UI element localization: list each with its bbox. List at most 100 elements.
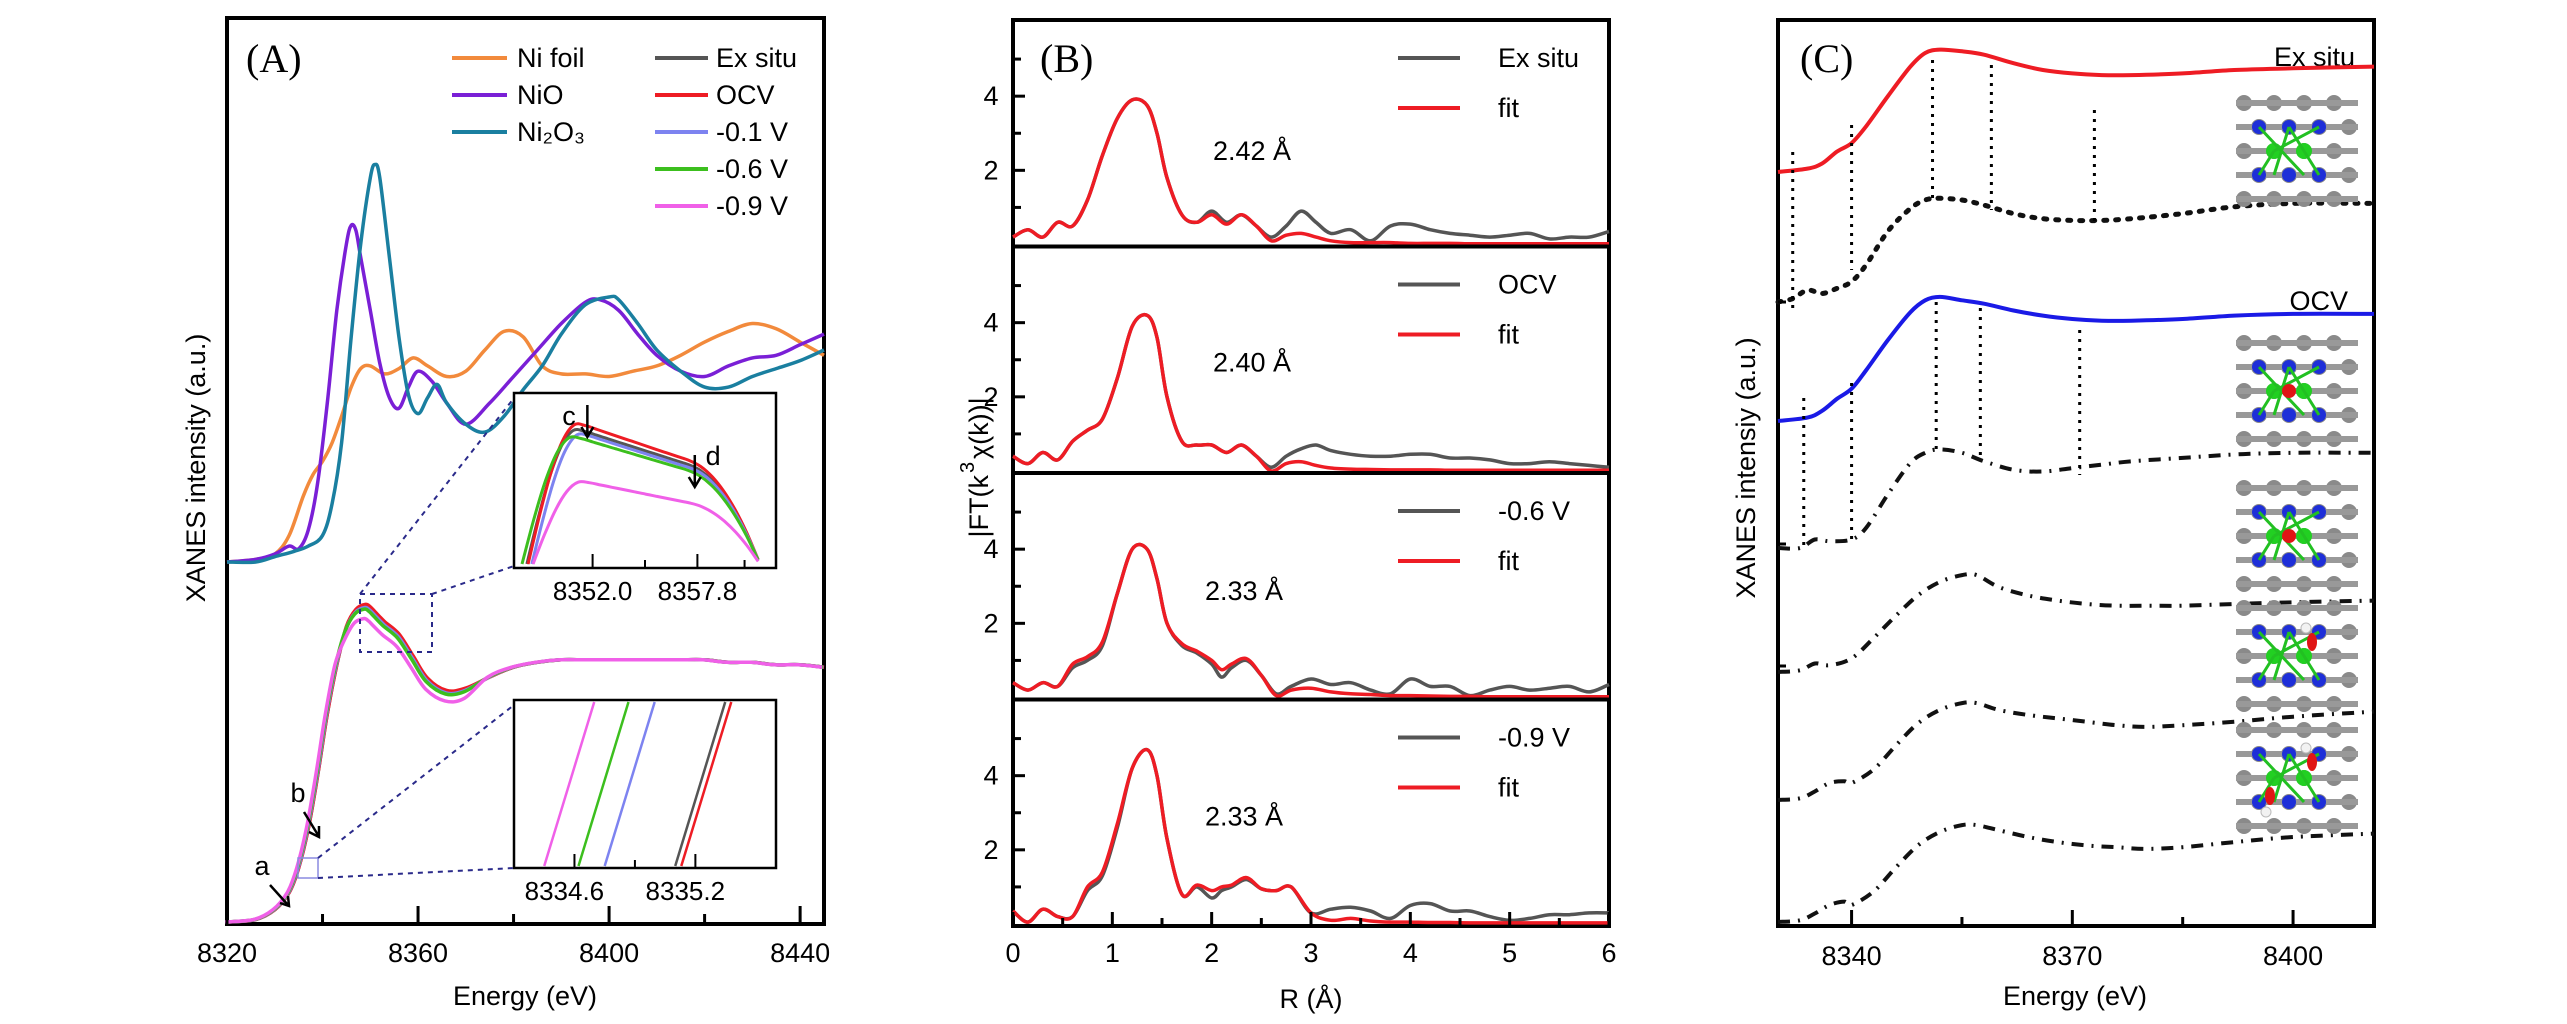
xanes-curve-0 bbox=[1777, 47, 2375, 174]
xanes-curve-1 bbox=[1775, 195, 2377, 305]
legend-label: -0.9 V bbox=[716, 191, 788, 221]
reference-curve-0 bbox=[226, 321, 825, 564]
panel-a-y-axis-title: XANES intensity (a.u.) bbox=[181, 334, 211, 603]
y-tick-label: 2 bbox=[983, 382, 998, 412]
legend-label: fit bbox=[1498, 93, 1520, 123]
panel-b-x-axis: 0 1 2 3 4 5 6 bbox=[1005, 912, 1617, 968]
zoom-connector bbox=[359, 397, 515, 595]
oxygen-atom bbox=[2307, 753, 2317, 771]
panel-a-x-tick-label: 8440 bbox=[770, 938, 830, 968]
x-tick-label: 5 bbox=[1502, 938, 1517, 968]
zoom-connector bbox=[317, 867, 515, 879]
legend-label: OCV bbox=[716, 80, 775, 110]
y-tick-label: 4 bbox=[983, 534, 998, 564]
legend-label: fit bbox=[1498, 773, 1520, 803]
x-tick-label: 2 bbox=[1204, 938, 1219, 968]
bond bbox=[2257, 752, 2321, 804]
panel-c-x-axis: 8340 8370 8400 bbox=[1778, 300, 2323, 971]
oxygen-atom bbox=[2282, 384, 2296, 398]
panel-b-y-axis-title-main: |FT(k bbox=[964, 475, 994, 538]
subplot-1: 2 4 OCV fit 2.40 Å bbox=[983, 244, 1610, 473]
molecular-structure-icon bbox=[2236, 722, 2358, 834]
panel-c-x-axis-title: Energy (eV) bbox=[2003, 981, 2147, 1011]
panel-a-x-tick-label: 8360 bbox=[388, 938, 448, 968]
legend-label: fit bbox=[1498, 320, 1520, 350]
sample-curve-4 bbox=[224, 616, 823, 924]
inset-tick-label: 8352.0 bbox=[553, 576, 633, 606]
zoom-region-box bbox=[297, 857, 319, 879]
bond-length-label: 2.33 Å bbox=[1205, 575, 1283, 606]
panel-b-y-axis-title-tail: χ(k))| bbox=[964, 397, 994, 459]
fit-curve bbox=[1012, 313, 1609, 473]
data-curve bbox=[1012, 542, 1610, 698]
fit-curve bbox=[1011, 747, 1609, 925]
inset-tick-label: 8334.6 bbox=[525, 876, 605, 906]
nitrogen-atom bbox=[2282, 795, 2296, 809]
panel-a: (A) 8320 8360 8400 8440 Energy (eV) XANES i… bbox=[181, 16, 830, 1011]
panel-b-subplots: 2 4 Ex situ fit 2.42 Å 2 4 OCV fit 2.40 Å 2 4 -0.6 V… bbox=[983, 43, 1610, 925]
x-tick-label: 3 bbox=[1303, 938, 1318, 968]
fit-curve bbox=[1012, 542, 1609, 699]
data-curve bbox=[1012, 313, 1610, 470]
subplot-0: 2 4 Ex situ fit 2.42 Å bbox=[983, 43, 1610, 246]
zoom-connector bbox=[317, 704, 515, 859]
panel-c-curves bbox=[1775, 47, 2377, 924]
bond-length-label: 2.42 Å bbox=[1213, 135, 1291, 166]
inset-tick-label: 8357.8 bbox=[658, 576, 738, 606]
xanes-curve-3 bbox=[1777, 447, 2375, 551]
data-curve bbox=[1012, 97, 1610, 243]
panel-a-label: (A) bbox=[246, 36, 302, 81]
legend-label: OCV bbox=[1498, 270, 1557, 300]
legend-label: -0.6 V bbox=[1498, 496, 1570, 526]
nitrogen-atom bbox=[2282, 553, 2296, 567]
xanes-curve-5 bbox=[1777, 700, 2375, 802]
y-tick-label: 4 bbox=[983, 308, 998, 338]
x-tick-label: 1 bbox=[1105, 938, 1120, 968]
annotation-a: a bbox=[254, 851, 270, 881]
nitrogen-atom bbox=[2282, 408, 2296, 422]
legend-label: fit bbox=[1498, 546, 1520, 576]
molecular-structure-icon bbox=[2236, 95, 2358, 207]
panel-a-legend: Ni foil NiO Ni₂O₃ Ex situ OCV -0.1 V -0.6 V -0.… bbox=[452, 43, 797, 221]
x-tick-label: 6 bbox=[1601, 938, 1616, 968]
nitrogen-atom bbox=[2282, 168, 2296, 182]
zoom-region-box bbox=[359, 593, 433, 653]
legend-label: Ex situ bbox=[1498, 43, 1579, 73]
arrow-icon bbox=[302, 811, 321, 840]
panel-a-x-axis-title: Energy (eV) bbox=[453, 981, 597, 1011]
panel-c-frame bbox=[1776, 18, 2376, 928]
panel-b-x-axis-title: R (Å) bbox=[1280, 983, 1343, 1014]
legend-label: Ni₂O₃ bbox=[517, 117, 585, 147]
hydrogen-atom bbox=[2300, 742, 2312, 754]
oxygen-atom bbox=[2307, 633, 2317, 651]
molecular-structure-icon bbox=[2236, 480, 2358, 592]
inset-curve bbox=[531, 480, 760, 565]
inset-frame bbox=[512, 391, 778, 570]
annotation-d: d bbox=[706, 441, 721, 471]
inset-curve bbox=[520, 435, 760, 565]
legend-label: Ni foil bbox=[517, 43, 585, 73]
panel-a-frame bbox=[225, 16, 826, 926]
inset-curve bbox=[526, 422, 760, 565]
panel-a-peak-inset: 8352.0 8357.8 c d bbox=[359, 391, 778, 653]
legend-label: -0.9 V bbox=[1498, 723, 1570, 753]
nitrogen-atom bbox=[2282, 673, 2296, 687]
panel-a-edge-inset: 8334.6 8335.2 bbox=[297, 698, 778, 906]
panel-c-label-ocv: OCV bbox=[2289, 286, 2348, 316]
molecular-structure-icon bbox=[2236, 600, 2358, 712]
panel-c-y-axis-title: XANES intensiy (a.u.) bbox=[1731, 337, 1761, 598]
legend-label: NiO bbox=[517, 80, 564, 110]
subplot-3: 2 4 -0.9 V fit 2.33 Å bbox=[983, 697, 1610, 925]
xanes-curve-2 bbox=[1777, 294, 2375, 423]
panel-b-y-axis-title: |FT(k 3 χ(k))| bbox=[957, 397, 994, 537]
inset-frame bbox=[512, 698, 778, 870]
y-tick-label: 2 bbox=[983, 155, 998, 185]
bond bbox=[2257, 125, 2321, 177]
panel-c: (C) Ex situ OCV 8340 8370 8400 Energy (eV)… bbox=[1731, 18, 2377, 1011]
inset-edge-line bbox=[543, 701, 596, 867]
oxygen-atom bbox=[2265, 787, 2275, 805]
y-tick-label: 2 bbox=[983, 608, 998, 638]
legend-label: -0.6 V bbox=[716, 154, 788, 184]
x-tick-label: 8400 bbox=[2263, 941, 2323, 971]
